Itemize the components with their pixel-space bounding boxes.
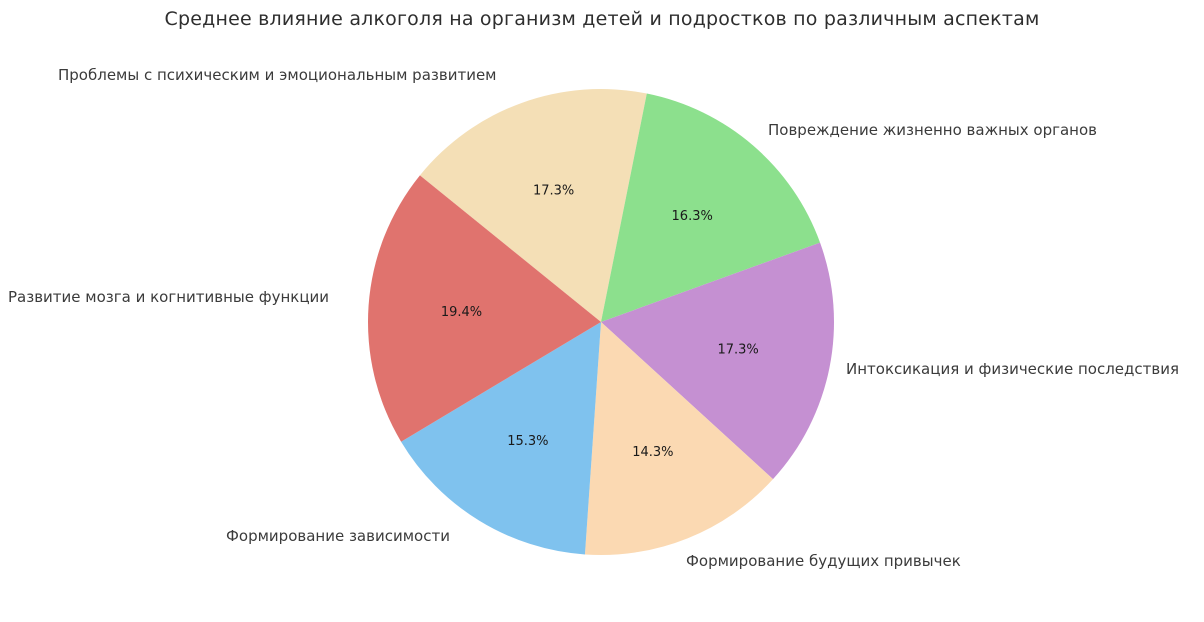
pie-percent-label-4: 15.3% (507, 434, 548, 449)
pie-percent-label-0: 17.3% (533, 184, 574, 199)
pie-percent-label-1: 16.3% (672, 209, 713, 224)
pie-slice-1 (601, 93, 821, 322)
slice-label-intoxication-physical-consequences: Интоксикация и физические последствия (846, 360, 1179, 378)
pie-slice-5 (367, 175, 601, 442)
chart-title: Среднее влияние алкоголя на организм дет… (164, 8, 1040, 30)
pie-slice-4 (401, 322, 601, 555)
slice-label-psych-emotional-development: Проблемы с психическим и эмоциональным р… (58, 66, 497, 84)
pie-slice-2 (601, 242, 834, 480)
pie-percent-label-2: 17.3% (717, 342, 758, 357)
pie-slice-3 (584, 322, 773, 556)
pie-percent-label-5: 19.4% (441, 305, 482, 320)
pie-slice-0 (419, 88, 647, 322)
slice-label-vital-organ-damage: Повреждение жизненно важных органов (768, 121, 1097, 139)
slice-label-future-habits-formation: Формирование будущих привычек (686, 552, 961, 570)
pie-slices-layer (367, 88, 834, 556)
pie-percent-label-3: 14.3% (632, 445, 673, 460)
pie-percent-labels-layer: 17.3% 16.3% 17.3% 14.3% 15.3% 19.4% (441, 184, 759, 460)
slice-label-dependency-formation: Формирование зависимости (226, 527, 450, 545)
slice-label-brain-cognitive-development: Развитие мозга и когнитивные функции (8, 288, 330, 306)
